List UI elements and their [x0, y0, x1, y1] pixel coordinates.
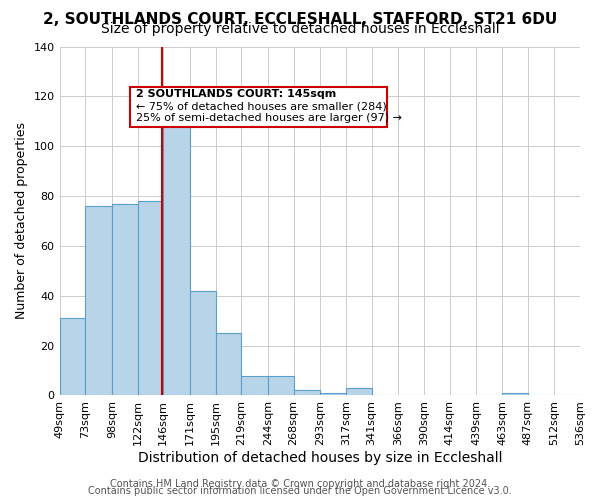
Bar [346, 388, 371, 396]
Text: Contains HM Land Registry data © Crown copyright and database right 2024.: Contains HM Land Registry data © Crown c… [110, 479, 490, 489]
FancyBboxPatch shape [130, 86, 388, 127]
Bar [215, 333, 241, 396]
Text: 2, SOUTHLANDS COURT, ECCLESHALL, STAFFORD, ST21 6DU: 2, SOUTHLANDS COURT, ECCLESHALL, STAFFOR… [43, 12, 557, 28]
Y-axis label: Number of detached properties: Number of detached properties [15, 122, 28, 320]
Bar [163, 119, 190, 396]
Bar [137, 201, 163, 396]
Text: Contains public sector information licensed under the Open Government Licence v3: Contains public sector information licen… [88, 486, 512, 496]
Bar [112, 204, 137, 396]
Bar [502, 393, 527, 396]
Bar [293, 390, 320, 396]
Text: 25% of semi-detached houses are larger (97) →: 25% of semi-detached houses are larger (… [136, 113, 402, 123]
Bar [190, 291, 215, 396]
Bar [268, 376, 293, 396]
Bar [320, 393, 346, 396]
Bar [59, 318, 85, 396]
Bar [241, 376, 268, 396]
Text: ← 75% of detached houses are smaller (284): ← 75% of detached houses are smaller (28… [136, 102, 387, 112]
Bar [85, 206, 112, 396]
X-axis label: Distribution of detached houses by size in Eccleshall: Distribution of detached houses by size … [137, 451, 502, 465]
Text: 2 SOUTHLANDS COURT: 145sqm: 2 SOUTHLANDS COURT: 145sqm [136, 90, 336, 100]
Text: Size of property relative to detached houses in Eccleshall: Size of property relative to detached ho… [101, 22, 499, 36]
